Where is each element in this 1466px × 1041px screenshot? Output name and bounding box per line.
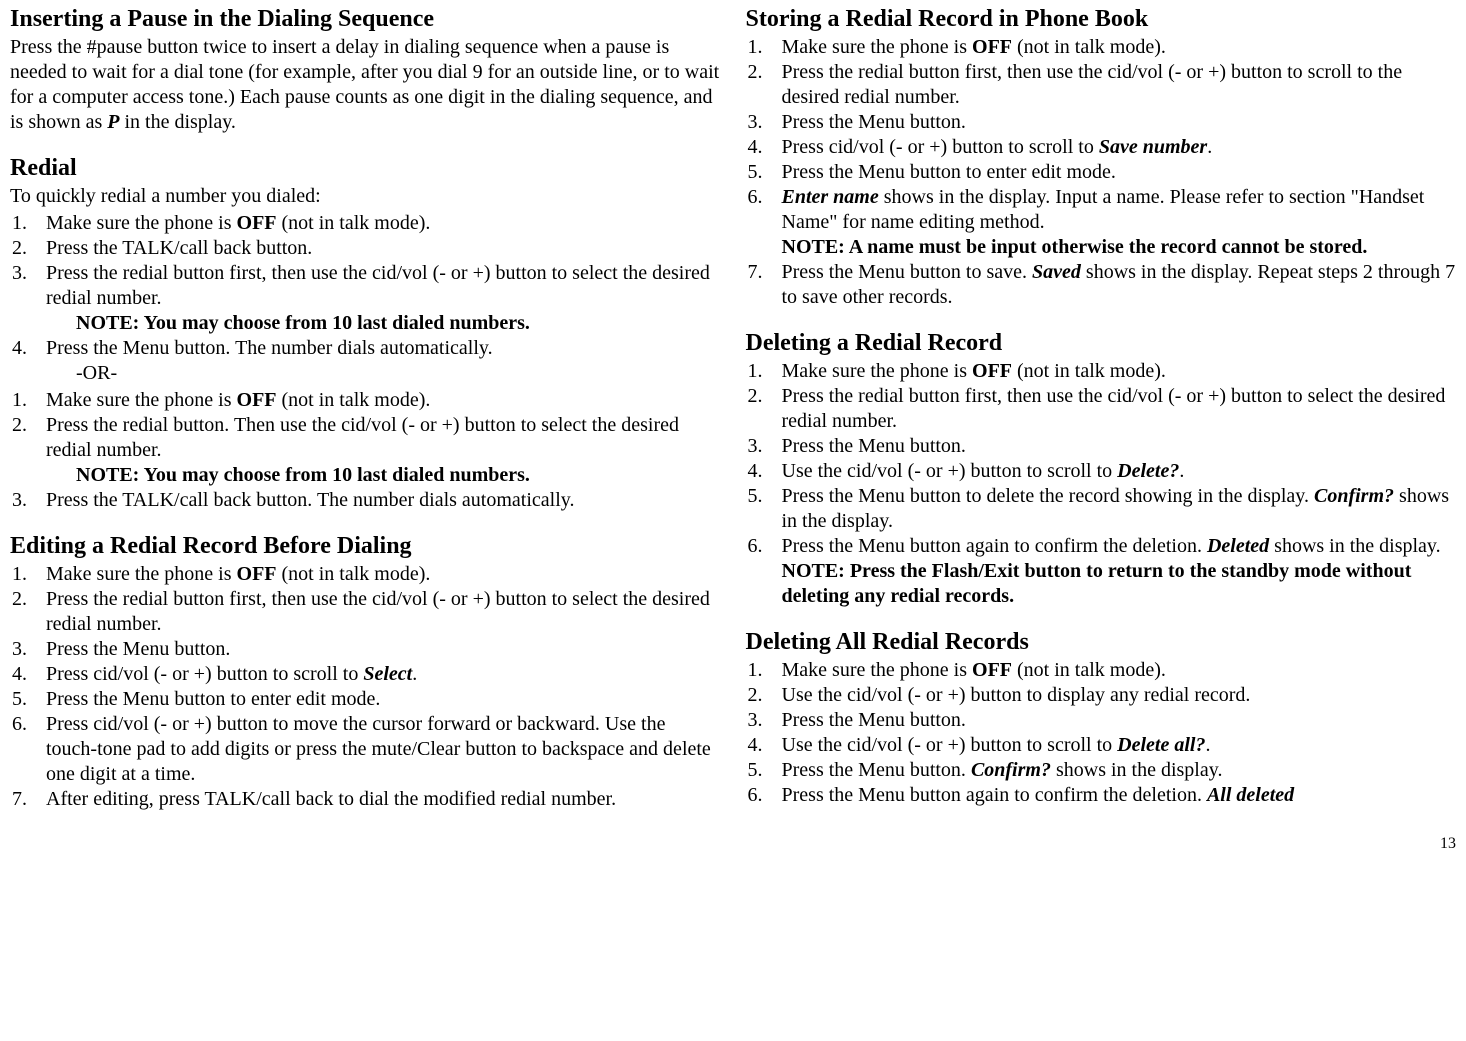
list-item: Press the Menu button.: [32, 637, 721, 662]
pause-paragraph: Press the #pause button twice to insert …: [10, 35, 721, 135]
list-item: Press the redial button first, then use …: [768, 60, 1457, 110]
list-item: Use the cid/vol (- or +) button to displ…: [768, 683, 1457, 708]
list-item: Press the Menu button. Confirm? shows in…: [768, 758, 1457, 783]
list-item: Press the redial button. Then use the ci…: [32, 413, 721, 488]
list-item: Press cid/vol (- or +) button to move th…: [32, 712, 721, 787]
list-item: Make sure the phone is OFF (not in talk …: [768, 359, 1457, 384]
list-item: Press the Menu button to delete the reco…: [768, 484, 1457, 534]
list-item: Press the Menu button.: [768, 708, 1457, 733]
list-item: Use the cid/vol (- or +) button to scrol…: [768, 459, 1457, 484]
list-item: Press the TALK/call back button. The num…: [32, 488, 721, 513]
list-item: Press cid/vol (- or +) button to scroll …: [32, 662, 721, 687]
list-item: Make sure the phone is OFF (not in talk …: [768, 35, 1457, 60]
list-item: Press the Menu button again to confirm t…: [768, 534, 1457, 609]
list-item: Press the Menu button. The number dials …: [32, 336, 721, 386]
store-heading: Storing a Redial Record in Phone Book: [746, 4, 1457, 34]
store-list: Make sure the phone is OFF (not in talk …: [746, 35, 1457, 310]
delete-list: Make sure the phone is OFF (not in talk …: [746, 359, 1457, 609]
list-item: Make sure the phone is OFF (not in talk …: [32, 388, 721, 413]
edit-heading: Editing a Redial Record Before Dialing: [10, 531, 721, 561]
note: NOTE: Press the Flash/Exit button to ret…: [782, 559, 1457, 609]
note: NOTE: A name must be input otherwise the…: [782, 235, 1457, 260]
redial-heading: Redial: [10, 153, 721, 183]
list-item: Press cid/vol (- or +) button to scroll …: [768, 135, 1457, 160]
list-item: Press the redial button first, then use …: [32, 261, 721, 336]
redial-intro: To quickly redial a number you dialed:: [10, 184, 721, 209]
left-column: Inserting a Pause in the Dialing Sequenc…: [10, 4, 721, 814]
page-container: Inserting a Pause in the Dialing Sequenc…: [10, 4, 1456, 814]
list-item: Use the cid/vol (- or +) button to scrol…: [768, 733, 1457, 758]
list-item: Press the Menu button to enter edit mode…: [768, 160, 1457, 185]
list-item: After editing, press TALK/call back to d…: [32, 787, 721, 812]
list-item: Press the TALK/call back button.: [32, 236, 721, 261]
redial-list-a: Make sure the phone is OFF (not in talk …: [10, 211, 721, 386]
or-text: -OR-: [46, 361, 721, 386]
list-item: Press the Menu button again to confirm t…: [768, 783, 1457, 808]
delete-heading: Deleting a Redial Record: [746, 328, 1457, 358]
edit-list: Make sure the phone is OFF (not in talk …: [10, 562, 721, 812]
redial-list-b: Make sure the phone is OFF (not in talk …: [10, 388, 721, 513]
list-item: Press the redial button first, then use …: [768, 384, 1457, 434]
note: NOTE: You may choose from 10 last dialed…: [46, 311, 721, 336]
list-item: Make sure the phone is OFF (not in talk …: [32, 211, 721, 236]
list-item: Make sure the phone is OFF (not in talk …: [768, 658, 1457, 683]
note: NOTE: You may choose from 10 last dialed…: [46, 463, 721, 488]
right-column: Storing a Redial Record in Phone Book Ma…: [746, 4, 1457, 814]
delete-all-list: Make sure the phone is OFF (not in talk …: [746, 658, 1457, 808]
list-item: Press the Menu button.: [768, 434, 1457, 459]
list-item: Make sure the phone is OFF (not in talk …: [32, 562, 721, 587]
list-item: Press the Menu button.: [768, 110, 1457, 135]
page-number: 13: [10, 834, 1456, 854]
list-item: Enter name shows in the display. Input a…: [768, 185, 1457, 260]
list-item: Press the redial button first, then use …: [32, 587, 721, 637]
list-item: Press the Menu button to enter edit mode…: [32, 687, 721, 712]
delete-all-heading: Deleting All Redial Records: [746, 627, 1457, 657]
pause-heading: Inserting a Pause in the Dialing Sequenc…: [10, 4, 721, 34]
list-item: Press the Menu button to save. Saved sho…: [768, 260, 1457, 310]
